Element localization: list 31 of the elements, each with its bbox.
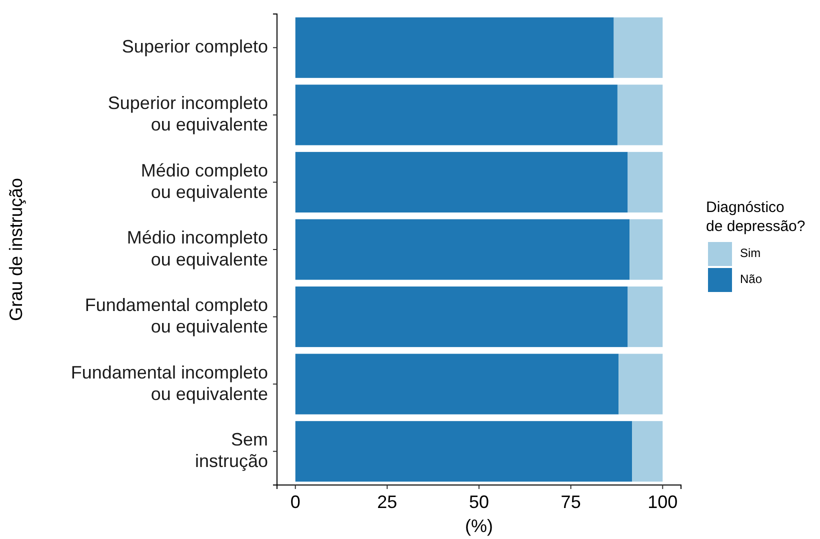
y-tick-label: Fundamental incompleto ou equivalente (70, 362, 268, 404)
bar (614, 17, 663, 78)
bar (295, 354, 619, 414)
bar (295, 219, 630, 280)
x-axis-title: (%) (465, 516, 493, 536)
bar (295, 286, 628, 348)
bar (295, 152, 628, 212)
y-tick-label: Fundamental completo ou equivalente (84, 294, 268, 336)
x-tick-label: 25 (377, 492, 398, 512)
bar (630, 219, 663, 280)
legend-label: Sim (740, 246, 761, 260)
bar (295, 17, 614, 78)
bar (632, 421, 663, 482)
x-tick-label: 0 (290, 492, 300, 512)
y-tick-label: Médio completo ou equivalente (140, 160, 268, 202)
bar (628, 152, 663, 212)
y-tick-label: Superior incompleto ou equivalente (108, 92, 268, 134)
x-tick-label: 100 (648, 492, 678, 512)
x-tick-label: 50 (468, 492, 490, 512)
bar (295, 421, 632, 482)
y-axis-title: Grau de instrução (6, 178, 26, 322)
x-tick-label: 75 (560, 492, 581, 512)
legend-title: Diagnóstico de depressão? (706, 199, 806, 235)
y-tick-label: Superior completo (122, 36, 268, 56)
legend-label: Não (740, 272, 762, 286)
bar (628, 286, 663, 348)
bar (618, 354, 663, 414)
y-tick-label: Médio incompleto ou equivalente (126, 227, 268, 270)
y-tick-label: Sem instrução (194, 429, 268, 471)
bar (295, 84, 618, 146)
bar (617, 84, 663, 146)
